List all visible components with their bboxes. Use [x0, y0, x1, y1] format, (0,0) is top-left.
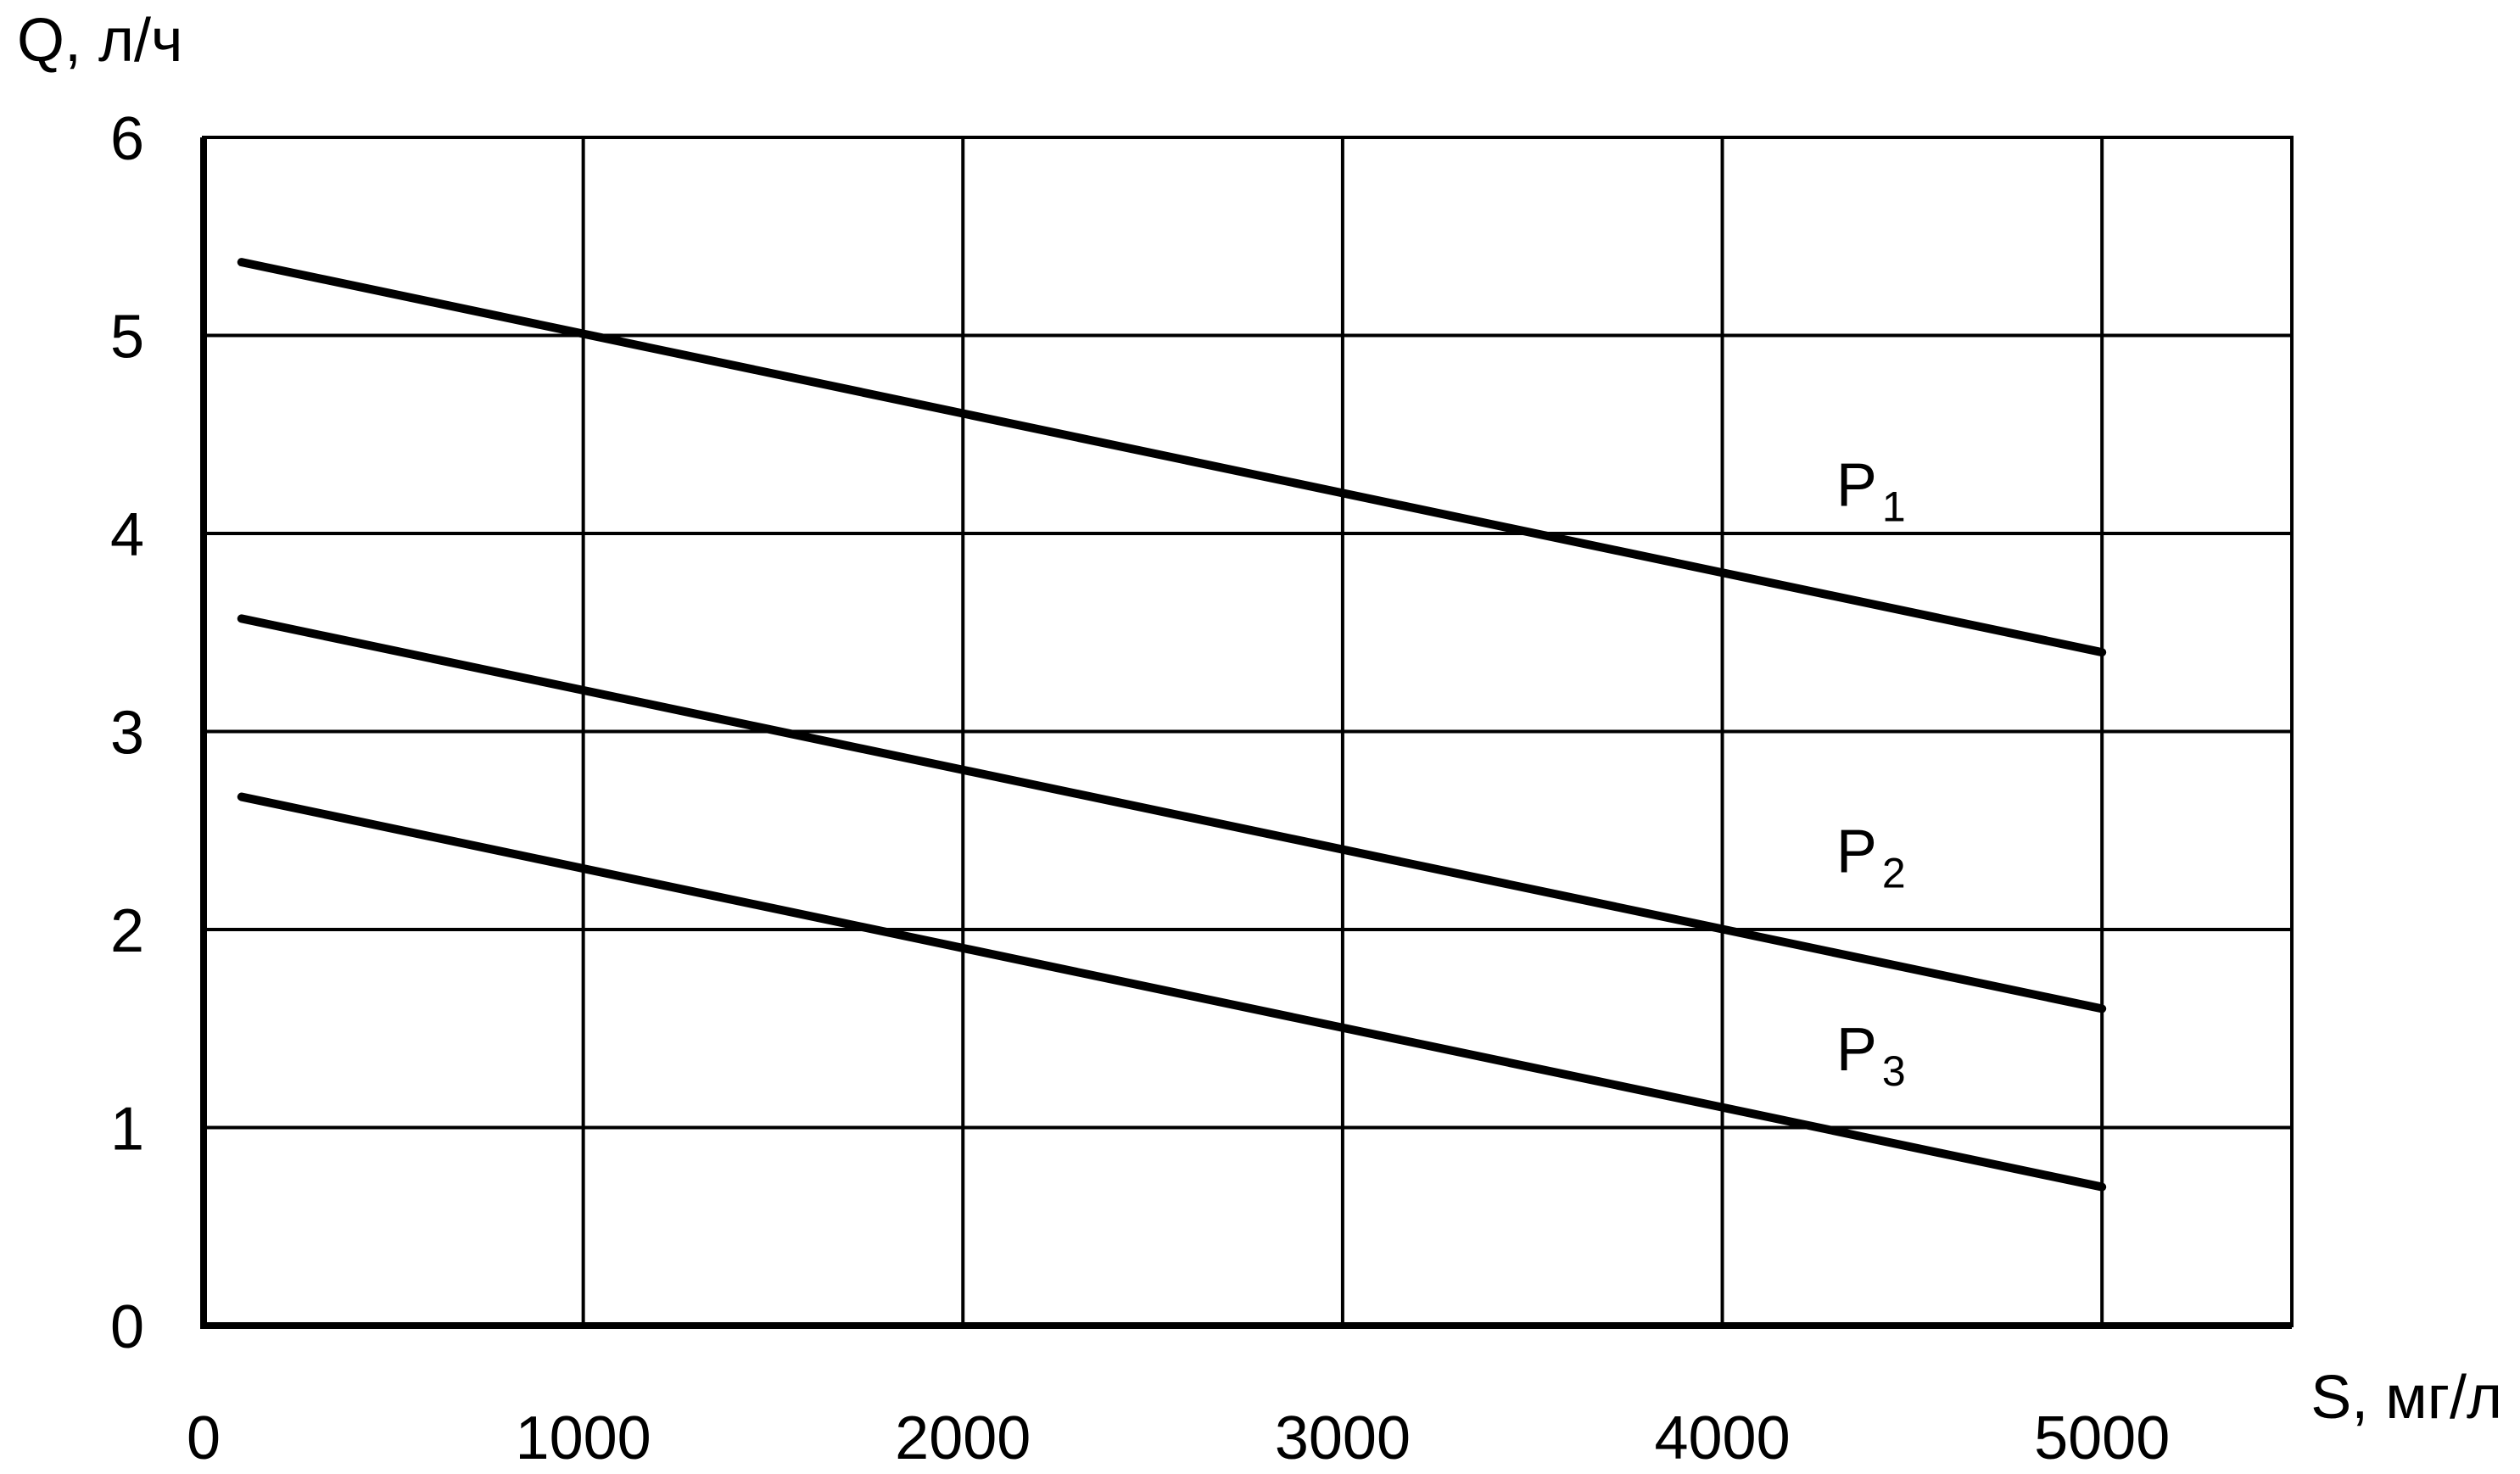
axes	[200, 137, 2292, 1329]
y-tick-label: 2	[110, 897, 144, 965]
x-axis-label: S, мг/л	[2310, 1364, 2502, 1432]
x-tick-label: 2000	[895, 1404, 1031, 1472]
series-line-1	[237, 258, 2107, 657]
x-tick-label: 5000	[2034, 1404, 2170, 1472]
x-tick-label: 0	[187, 1404, 221, 1472]
y-tick-label: 1	[110, 1096, 144, 1164]
y-tick-label: 6	[110, 105, 144, 173]
series-line-2	[237, 614, 2107, 1013]
series-line-3	[237, 792, 2107, 1192]
x-tick-label: 4000	[1654, 1404, 1790, 1472]
y-tick-label: 3	[110, 700, 144, 768]
y-tick-label: 0	[110, 1293, 144, 1361]
labels: 0 1000 2000 3000 4000 5000 0 1 2 3 4 5 6 Q, л/ч S, мг/…	[17, 7, 2502, 1472]
y-tick-label: 5	[110, 304, 144, 371]
x-tick-label: 3000	[1275, 1404, 1411, 1472]
x-tick-label: 1000	[516, 1404, 651, 1472]
y-axis-label: Q, л/ч	[17, 7, 183, 75]
y-tick-label: 4	[110, 501, 144, 569]
series-lines	[237, 258, 2107, 1192]
